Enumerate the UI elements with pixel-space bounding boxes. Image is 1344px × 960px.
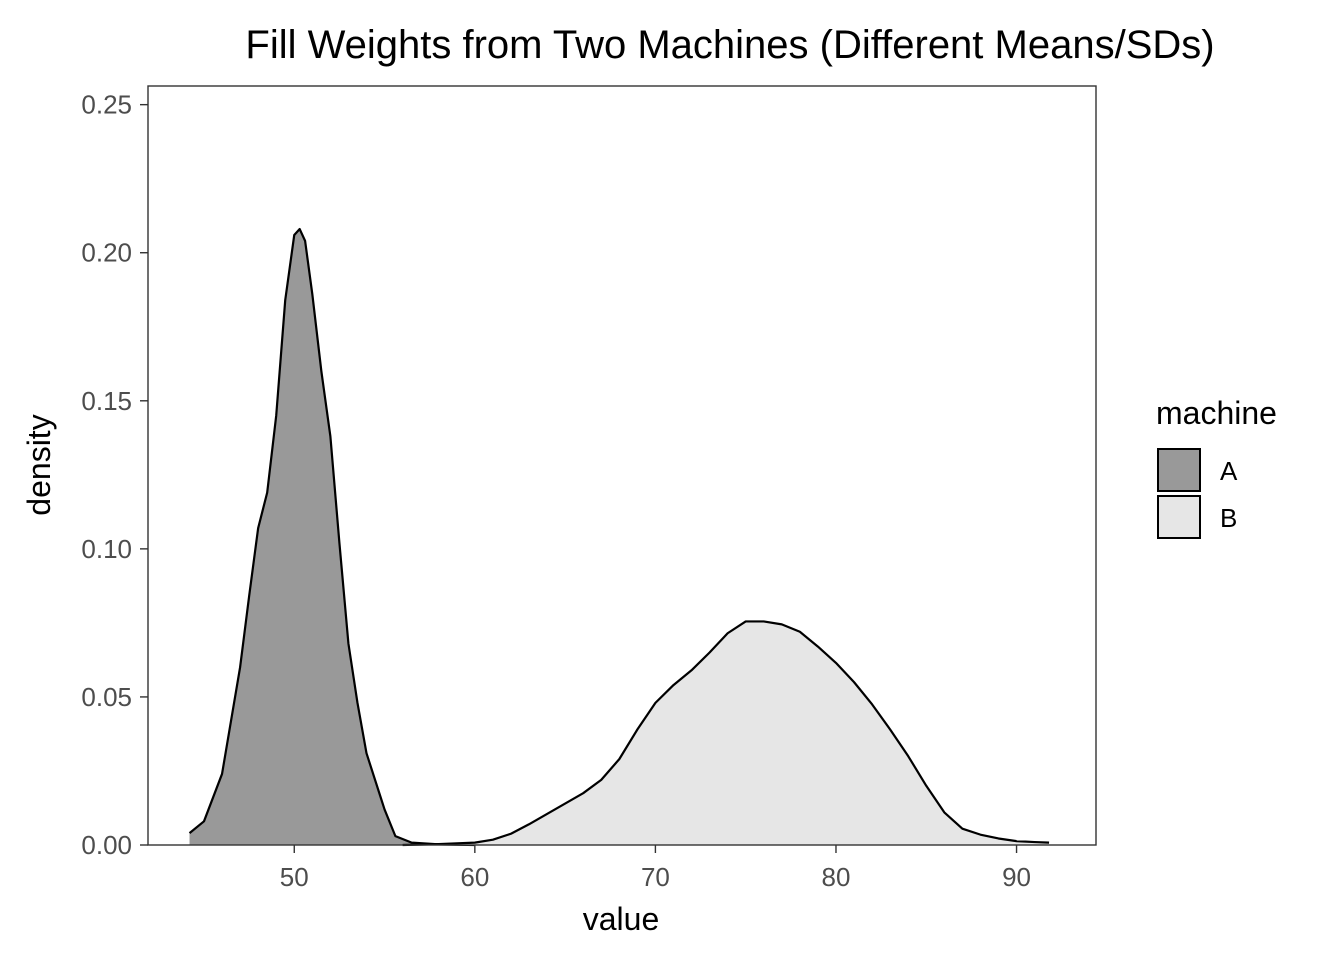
chart-title: Fill Weights from Two Machines (Differen… xyxy=(245,23,1214,67)
density-area-a xyxy=(189,229,475,845)
density-area-b xyxy=(402,621,1050,845)
x-tick-label: 70 xyxy=(641,862,670,892)
x-tick-label: 90 xyxy=(1002,862,1031,892)
y-tick-label: 0.20 xyxy=(81,238,132,268)
y-tick-label: 0.10 xyxy=(81,534,132,564)
legend-label-a: A xyxy=(1220,456,1238,486)
y-tick-label: 0.00 xyxy=(81,830,132,860)
x-axis-title: value xyxy=(583,901,660,937)
x-tick-label: 50 xyxy=(280,862,309,892)
axes: 50 60 70 80 90 0.00 0.05 0.10 0.15 0.20 0.25 xyxy=(81,85,1097,892)
legend-key-a xyxy=(1157,448,1201,492)
y-axis-title: density xyxy=(21,414,57,515)
panel-border xyxy=(147,85,1097,846)
density-line-a xyxy=(188,227,475,847)
y-tick-label: 0.25 xyxy=(81,90,132,120)
legend-label-b: B xyxy=(1220,503,1237,533)
x-tick-label: 60 xyxy=(460,862,489,892)
y-tick-label: 0.15 xyxy=(81,386,132,416)
legend-items: AB xyxy=(1157,448,1238,539)
legend-key-b xyxy=(1157,495,1201,539)
x-tick-label: 80 xyxy=(822,862,851,892)
plot-area xyxy=(188,227,1050,847)
legend-title: machine xyxy=(1156,395,1277,431)
y-tick-label: 0.05 xyxy=(81,682,132,712)
legend: machine AB xyxy=(1156,395,1277,539)
density-line-b xyxy=(402,620,1050,847)
